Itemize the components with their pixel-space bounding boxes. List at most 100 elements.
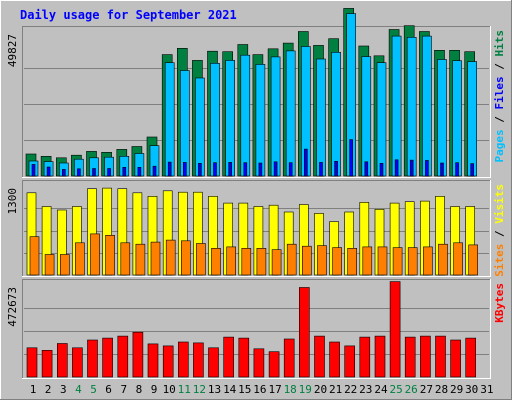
bar-pages-day-20 xyxy=(316,58,326,177)
day-label: 28 xyxy=(435,383,448,396)
day-label: 9 xyxy=(151,383,158,396)
bar-kbytes-day-14 xyxy=(223,336,234,378)
bar-files-day-11 xyxy=(183,162,187,177)
bar-sites-day-8 xyxy=(135,243,146,276)
bar-sites-day-9 xyxy=(150,241,161,276)
bar-files-day-18 xyxy=(288,162,293,177)
bar-kbytes-day-2 xyxy=(41,349,53,378)
bar-kbytes-day-29 xyxy=(450,339,461,378)
panel-bottom: 472673 KBytes xyxy=(6,279,506,379)
legend-part: KBytes xyxy=(493,283,506,323)
bar-pages-day-10 xyxy=(164,62,175,177)
legend-part: / xyxy=(493,224,506,244)
day-label: 22 xyxy=(344,383,357,396)
bar-files-day-8 xyxy=(137,167,142,177)
legend-part: Pages xyxy=(493,129,506,162)
bar-sites-day-5 xyxy=(90,233,100,276)
day-label: 1 xyxy=(30,383,37,396)
day-label: 18 xyxy=(284,383,297,396)
bar-sites-day-2 xyxy=(44,254,55,276)
bar-files-day-14 xyxy=(228,162,232,177)
bar-pages-day-17 xyxy=(270,56,281,177)
legend-part: / xyxy=(493,57,506,77)
bar-pages-day-15 xyxy=(240,54,251,177)
day-label: 19 xyxy=(299,383,312,396)
bar-sites-day-23 xyxy=(362,246,373,276)
bar-sites-day-6 xyxy=(105,235,115,276)
panel-top: 49827 Pages / Files / Hits xyxy=(6,8,506,178)
day-label: 16 xyxy=(253,383,266,396)
day-label: 23 xyxy=(359,383,372,396)
day-label: 31 xyxy=(480,383,493,396)
legend-part: Files xyxy=(493,76,506,109)
bar-sites-day-30 xyxy=(468,244,479,276)
panel-middle: 1300 Sites / Visits xyxy=(6,180,506,277)
day-label: 29 xyxy=(450,383,463,396)
bar-kbytes-day-26 xyxy=(404,336,416,378)
bar-pages-day-12 xyxy=(195,77,205,177)
bar-pages-day-14 xyxy=(225,60,235,177)
bar-files-day-15 xyxy=(243,162,248,177)
bar-pages-day-16 xyxy=(255,64,266,177)
bar-kbytes-day-11 xyxy=(178,341,189,378)
bar-kbytes-day-21 xyxy=(329,341,340,378)
bar-sites-day-17 xyxy=(271,249,282,276)
bar-sites-day-15 xyxy=(241,248,252,276)
legend-part: Visits xyxy=(493,184,506,224)
bar-files-day-21 xyxy=(334,161,338,177)
bar-files-day-19 xyxy=(303,148,308,177)
axis-max-label: 1300 xyxy=(6,188,19,215)
bar-files-day-27 xyxy=(425,160,429,177)
day-label: 17 xyxy=(268,383,281,396)
bar-files-day-28 xyxy=(440,162,444,177)
bar-pages-day-29 xyxy=(452,60,462,177)
day-label: 25 xyxy=(389,383,402,396)
bar-files-day-22 xyxy=(349,139,354,177)
bar-files-day-12 xyxy=(198,163,202,177)
day-label: 14 xyxy=(223,383,237,396)
bar-files-day-4 xyxy=(77,168,81,177)
bar-sites-day-13 xyxy=(211,248,221,276)
bar-kbytes-day-24 xyxy=(374,335,386,378)
day-label: 20 xyxy=(314,383,327,396)
bar-kbytes-day-15 xyxy=(238,337,250,378)
day-label: 27 xyxy=(420,383,433,396)
day-label: 2 xyxy=(45,383,52,396)
bar-kbytes-day-5 xyxy=(87,339,98,378)
bar-kbytes-day-10 xyxy=(162,345,174,378)
day-label: 3 xyxy=(60,383,67,396)
legend-label: Pages / Files / Hits xyxy=(493,30,506,163)
bar-files-day-25 xyxy=(394,159,399,177)
bar-files-day-2 xyxy=(46,166,51,177)
day-label: 10 xyxy=(163,383,176,396)
bar-sites-day-3 xyxy=(59,254,70,276)
bar-sites-day-24 xyxy=(377,246,388,276)
bar-pages-day-13 xyxy=(210,62,220,177)
axis-max-label: 472673 xyxy=(6,287,19,327)
bar-pages-day-26 xyxy=(406,36,417,177)
bar-kbytes-day-20 xyxy=(314,335,325,378)
day-labels: 1 2 3 4 5 6 7 8 9 10 11 12 13 14 15 16 17 18 19 20 21 22 23 24 2… xyxy=(30,383,494,396)
day-label: 24 xyxy=(374,383,388,396)
day-label: 7 xyxy=(120,383,127,396)
bar-files-day-5 xyxy=(92,168,96,177)
bar-sites-day-26 xyxy=(407,247,418,276)
bar-kbytes-day-6 xyxy=(102,337,113,378)
bar-sites-day-14 xyxy=(226,246,236,276)
legend-part: Hits xyxy=(493,30,506,57)
bar-kbytes-day-9 xyxy=(147,343,159,378)
bar-kbytes-day-8 xyxy=(132,331,144,378)
bar-kbytes-day-30 xyxy=(465,337,477,378)
bar-files-day-10 xyxy=(167,161,172,177)
bar-kbytes-day-22 xyxy=(344,345,356,378)
bar-kbytes-day-28 xyxy=(435,335,446,378)
bar-pages-day-25 xyxy=(391,35,402,177)
bar-files-day-26 xyxy=(409,159,414,177)
bar-files-day-9 xyxy=(152,165,157,177)
day-label: 26 xyxy=(405,383,418,396)
bar-kbytes-day-1 xyxy=(26,347,38,378)
bar-files-day-16 xyxy=(258,162,263,177)
bar-pages-day-21 xyxy=(331,51,341,177)
bar-sites-day-18 xyxy=(286,243,297,276)
bar-kbytes-day-27 xyxy=(420,335,431,378)
